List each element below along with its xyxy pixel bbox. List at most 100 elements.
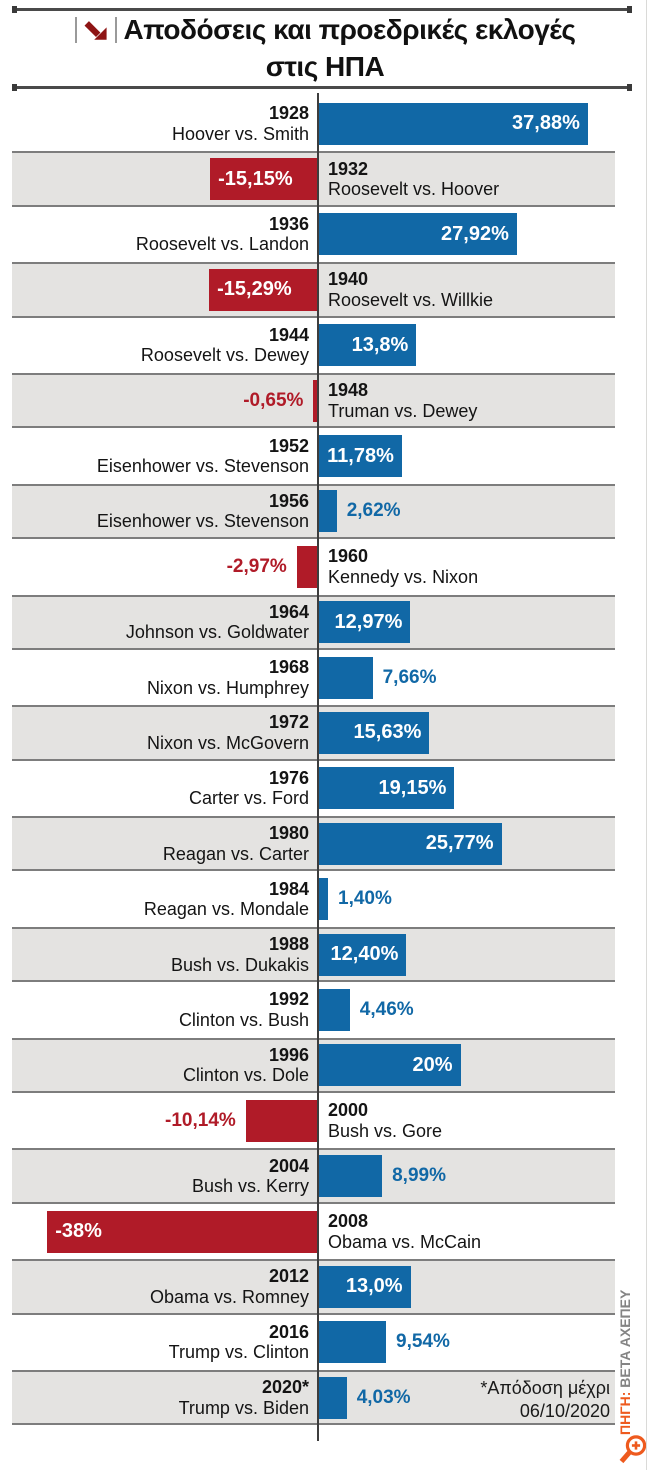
row-label: 2008 Obama vs. McCain — [318, 1211, 481, 1252]
value-bar — [318, 1321, 386, 1364]
row-left-cell: 1984 Reagan vs. Mondale — [12, 871, 318, 926]
matchup-label: Trump vs. Clinton — [168, 1342, 309, 1363]
value-label: 12,40% — [330, 943, 399, 966]
row-right-cell: 1932 Roosevelt vs. Hoover — [318, 153, 615, 204]
row-label: 1960 Kennedy vs. Nixon — [318, 546, 478, 587]
row-left-cell: 1972 Nixon vs. McGovern — [12, 707, 318, 758]
row-left-cell: -38% — [12, 1204, 318, 1259]
row-left-cell: 2016 Trump vs. Clinton — [12, 1315, 318, 1370]
value-label: -2,97% — [226, 555, 287, 577]
row-left-cell: 1976 Carter vs. Ford — [12, 761, 318, 816]
row-label: 2000 Bush vs. Gore — [318, 1100, 442, 1141]
row-right-cell: 2000 Bush vs. Gore — [318, 1093, 615, 1148]
row-left-cell: -15,15% — [12, 153, 318, 204]
row-left-cell: 1992 Clinton vs. Bush — [12, 982, 318, 1037]
matchup-label: Roosevelt vs. Hoover — [328, 179, 500, 200]
value-bar — [296, 545, 318, 588]
value-bar — [318, 878, 328, 921]
value-label: 19,15% — [378, 776, 447, 799]
value-label: 8,99% — [392, 1165, 446, 1187]
row-label: 1944 Roosevelt vs. Dewey — [141, 325, 318, 366]
row-right-cell: 1948 Truman vs. Dewey — [318, 375, 615, 426]
row-right-cell: 19,15% — [318, 761, 615, 816]
row-label: 1928 Hoover vs. Smith — [172, 103, 318, 144]
row-label: 1980 Reagan vs. Carter — [163, 823, 318, 864]
row-left-cell: 1944 Roosevelt vs. Dewey — [12, 318, 318, 373]
chart-row-1996: 1996 Clinton vs. Dole 20% — [12, 1037, 615, 1094]
chart-row-1952: 1952 Eisenhower vs. Stevenson 11,78% — [12, 428, 615, 483]
year-label: 1960 — [328, 546, 369, 567]
row-left-cell: -15,29% — [12, 264, 318, 315]
matchup-label: Roosevelt vs. Willkie — [328, 289, 494, 310]
row-right-cell: 1,40% — [318, 871, 615, 926]
matchup-label: Carter vs. Ford — [188, 788, 309, 809]
value-bar — [318, 656, 373, 699]
row-label: 1940 Roosevelt vs. Willkie — [318, 269, 493, 310]
row-right-cell: 12,97% — [318, 597, 615, 648]
chart-rows: 1928 Hoover vs. Smith 37,88% -15,15% 1932 Roo… — [12, 96, 615, 1426]
value-bar: 12,97% — [318, 601, 411, 644]
row-left-cell: -10,14% — [12, 1093, 318, 1148]
year-label: 1976 — [268, 767, 309, 788]
row-label: 1932 Roosevelt vs. Hoover — [318, 159, 499, 200]
matchup-label: Trump vs. Biden — [178, 1397, 309, 1418]
chart-row-2004: 2004 Bush vs. Kerry 8,99% — [12, 1148, 615, 1204]
chart-row-1968: 1968 Nixon vs. Humphrey 7,66% — [12, 650, 615, 705]
row-label: 1956 Eisenhower vs. Stevenson — [97, 491, 318, 532]
value-label: 4,46% — [359, 998, 414, 1020]
zoom-in-magnifier-icon[interactable] — [615, 1433, 649, 1469]
value-label: 7,66% — [382, 666, 437, 688]
row-left-cell: 1956 Eisenhower vs. Stevenson — [12, 486, 318, 537]
row-label: 1952 Eisenhower vs. Stevenson — [97, 436, 318, 477]
row-right-cell: 4,46% — [318, 982, 615, 1037]
value-label: 15,63% — [353, 721, 422, 744]
matchup-label: Bush vs. Gore — [328, 1120, 443, 1141]
matchup-label: Nixon vs. McGovern — [146, 732, 309, 753]
value-bar: 19,15% — [318, 767, 455, 810]
row-left-cell: -0,65% — [12, 375, 318, 426]
row-left-cell: 2004 Bush vs. Kerry — [12, 1150, 318, 1201]
row-label: 1964 Johnson vs. Goldwater — [126, 602, 318, 643]
row-label: 1968 Nixon vs. Humphrey — [147, 657, 318, 698]
row-label: 2012 Obama vs. Romney — [150, 1266, 318, 1307]
year-label: 2000 — [328, 1100, 369, 1121]
matchup-label: Truman vs. Dewey — [328, 400, 478, 421]
page-edge-line — [646, 0, 647, 1470]
value-bar: 15,63% — [318, 711, 430, 754]
row-label: 2004 Bush vs. Kerry — [192, 1156, 318, 1197]
chart-row-2020: 2020* Trump vs. Biden 4,03% — [12, 1369, 615, 1426]
year-label: 1988 — [268, 934, 309, 955]
year-label: 1944 — [268, 324, 309, 345]
year-label: 1956 — [268, 490, 309, 511]
row-right-cell: 2,62% — [318, 486, 615, 537]
page-title-line2: στις ΗΠΑ — [265, 50, 385, 82]
row-right-cell: 4,03% — [318, 1372, 615, 1423]
value-label: -38% — [55, 1220, 102, 1242]
chart-row-2016: 2016 Trump vs. Clinton 9,54% — [12, 1315, 615, 1370]
row-right-cell: 11,78% — [318, 428, 615, 483]
row-left-cell: 2020* Trump vs. Biden — [12, 1372, 318, 1423]
row-right-cell: 13,8% — [318, 318, 615, 373]
row-left-cell: 1988 Bush vs. Dukakis — [12, 929, 318, 980]
value-bar: -15,29% — [209, 268, 318, 311]
value-label: 11,78% — [327, 444, 394, 467]
row-label: 1996 Clinton vs. Dole — [183, 1045, 318, 1086]
row-left-cell: 1936 Roosevelt vs. Landon — [12, 207, 318, 262]
chart-row-1936: 1936 Roosevelt vs. Landon 27,92% — [12, 207, 615, 262]
value-label: 13,8% — [351, 333, 409, 356]
chart-row-2008: -38% 2008 Obama vs. McCain — [12, 1204, 615, 1259]
value-label: -0,65% — [243, 389, 304, 411]
year-label: 1980 — [268, 823, 309, 844]
source-credit: ΠΗΓΗ: BETA ΑΧΕΠΕΥ — [617, 1290, 633, 1435]
value-label: -15,29% — [217, 278, 292, 301]
header: Αποδόσεις και προεδρικές εκλογές στις ΗΠ… — [0, 13, 650, 83]
row-left-cell: -2,97% — [12, 539, 318, 594]
value-bar — [318, 988, 350, 1031]
value-label: 20% — [412, 1053, 453, 1076]
row-left-cell: 1928 Hoover vs. Smith — [12, 96, 318, 151]
row-label: 1948 Truman vs. Dewey — [318, 380, 477, 421]
value-bar: 12,40% — [318, 933, 407, 976]
page-title-line1: Αποδόσεις και προεδρικές εκλογές — [123, 14, 576, 45]
chart-row-1972: 1972 Nixon vs. McGovern 15,63% — [12, 705, 615, 761]
